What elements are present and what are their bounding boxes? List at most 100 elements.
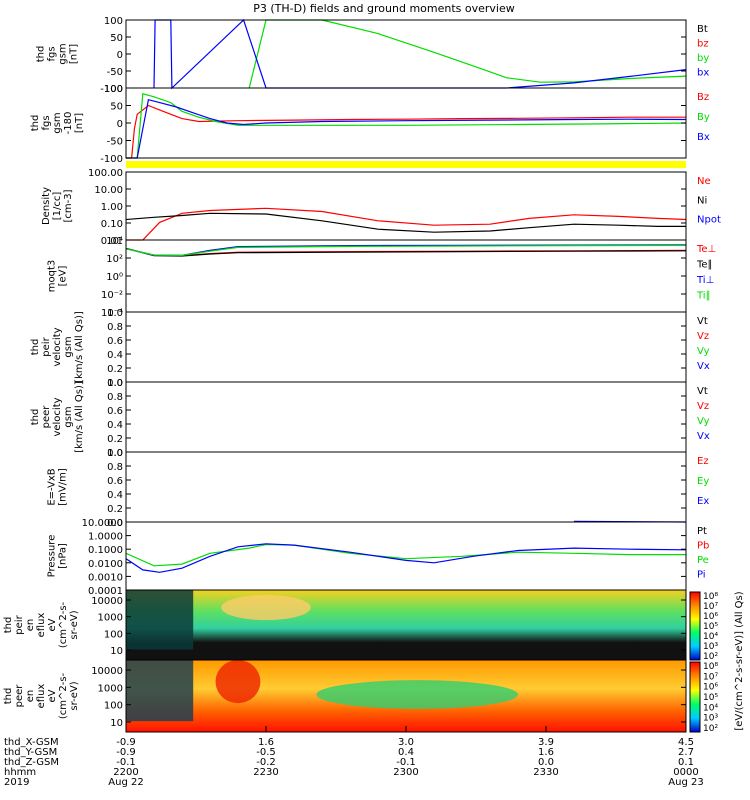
colorbar-tick-label: 10⁷ <box>703 602 718 612</box>
y-tick-label: 10 <box>110 718 123 729</box>
y-tick-label: 1.0 <box>107 308 123 319</box>
legend-Bz: Bz <box>697 92 709 103</box>
ylabel-line: [km/s (All Qs)] <box>74 311 85 383</box>
y-tick-label: 0.8 <box>107 322 123 333</box>
series-Ti∥ <box>125 244 687 257</box>
x-tick-label: 0.1 <box>678 757 694 768</box>
panel-frame <box>125 311 687 383</box>
y-tick-label: 10.00 <box>94 185 123 196</box>
y-tick-label: 1.0 <box>107 448 123 459</box>
x-tick-label: 2230 <box>253 767 278 778</box>
y-tick-label: 50 <box>110 102 123 113</box>
legend-Vt: Vt <box>697 316 708 327</box>
ylabel-line: en <box>25 619 36 632</box>
x-tick-label: 2.7 <box>678 747 694 758</box>
colorbar-bar <box>689 591 701 661</box>
y-tick-label: 50 <box>110 33 123 44</box>
colorbar-tick-label: 10⁵ <box>703 622 718 632</box>
x-row-label: thd_Y-GSM <box>4 747 57 758</box>
colorbar-tick-label: 10⁸ <box>703 592 718 602</box>
y-tick-label: 0.10 <box>101 219 123 230</box>
ylabel-line: [eV] <box>58 266 69 287</box>
colorbar-tick-label: 10³ <box>703 714 718 724</box>
x-tick-label: 3.0 <box>398 737 414 748</box>
ylabel-line: sr-eV) <box>69 681 80 710</box>
legend-Ti∥: Ti∥ <box>696 291 711 302</box>
x-tick-label: 0000 <box>673 767 698 778</box>
series-Pe <box>125 543 686 567</box>
panel-frame <box>125 451 687 523</box>
y-tick-label: 1000 <box>98 613 123 624</box>
y-tick-label: 0.0001 <box>88 586 123 597</box>
colorbar-tick-label: 10⁶ <box>703 683 718 693</box>
y-tick-label: -100 <box>100 154 123 165</box>
series-Pi <box>125 543 687 573</box>
panel-peir_en_eflux: thd peir en eflux eV (cm^2-s-sr-eV) 10000 1000 1… <box>3 589 687 661</box>
y-tick-label: 10⁻⁴ <box>101 308 123 319</box>
legend-Bx: Bx <box>697 132 710 143</box>
y-tick-label: 0.0 <box>107 518 123 529</box>
legend-Ey: Ey <box>697 476 709 487</box>
y-tick-label: 100 <box>104 629 123 640</box>
y-tick-label: 0.6 <box>107 336 123 347</box>
legend-Ez: Ez <box>697 456 709 467</box>
ylabel-line: (cm^2-s- <box>58 672 69 719</box>
legend-Te⊥: Te⊥ <box>696 244 716 255</box>
x-row-label: thd_X-GSM <box>4 737 59 748</box>
ylabel-line: [cm-3] <box>63 189 74 222</box>
y-tick-label: -50 <box>107 137 123 148</box>
heatmap-noise-region <box>126 660 194 722</box>
legend-By: By <box>697 112 710 123</box>
x-row-label: 2019 <box>4 777 29 788</box>
ylabel-line: en <box>25 690 36 703</box>
panel-ylabel: thd peer velocity gsm [km/s (All Qs)] <box>30 381 85 453</box>
x-tick-label: 2330 <box>533 767 558 778</box>
panel-ylabel: Pressure [nPa] <box>47 535 69 578</box>
panel-frame <box>125 171 687 241</box>
ylabel-line: eflux <box>36 684 47 709</box>
x-tick-label: 3.9 <box>538 737 554 748</box>
heatmap-feature <box>215 660 261 704</box>
heatmap-fill <box>126 590 686 660</box>
ylabel-line: [km/s (All Qs)] <box>74 381 85 453</box>
y-tick-label: 0.4 <box>107 350 123 361</box>
ylabel-line: sr-eV) <box>69 610 80 639</box>
panel-ylabel: moqt3 [eV] <box>47 260 69 293</box>
colorbar-tick-label: 10² <box>703 652 718 662</box>
panel-ylabel: Density [1/cc] [cm-3] <box>41 187 74 225</box>
x-tick-label: -0.9 <box>116 737 136 748</box>
panel-density: Density [1/cc] [cm-3] 100.00 10.00 1.00 0.10 0.… <box>41 168 721 247</box>
x-tick-label: -0.5 <box>256 747 276 758</box>
y-tick-label: 0.1000 <box>88 545 123 556</box>
y-tick-label: 1.00 <box>101 202 123 213</box>
ylabel-line: -180 <box>63 112 74 135</box>
y-tick-label: 1.0 <box>107 378 123 389</box>
series-Bx <box>126 98 687 159</box>
legend-Vx: Vx <box>697 361 710 372</box>
colorbar-tick-label: 10⁴ <box>703 703 718 713</box>
series-Ni <box>125 212 686 233</box>
ylabel-line: thd <box>3 688 14 705</box>
colorbar-bar <box>689 661 701 733</box>
legend-Ni: Ni <box>697 195 707 206</box>
ylabel-line: moqt3 <box>47 260 58 293</box>
ylabel-line: fgs <box>47 46 58 61</box>
legend-by: by <box>697 53 709 64</box>
series-Te∥ <box>125 247 687 257</box>
ylabel-line: eflux <box>36 613 47 638</box>
y-tick-label: 100 <box>104 84 123 95</box>
panel-frame <box>125 381 687 453</box>
x-tick-label: 4.5 <box>678 737 694 748</box>
legend-Ex: Ex <box>697 496 709 507</box>
legend-Pi: Pi <box>697 570 706 581</box>
y-tick-label: 0.0010 <box>88 572 123 583</box>
x-tick-label: 1.6 <box>258 737 274 748</box>
panel-pressure: Pressure [nPa] 10.0000 1.0000 0.1000 0.0100 0.… <box>47 518 710 597</box>
x-tick-label: -0.2 <box>256 757 276 768</box>
panel-fgs_gsm: thd fgs gsm [nT] 100 50 0 -50 -100 Bt bz by bx <box>36 16 710 95</box>
legend-Pe: Pe <box>697 555 709 566</box>
colorbar-tick-label: 10⁴ <box>703 632 718 642</box>
y-tick-label: 0.8 <box>107 392 123 403</box>
legend-Bt: Bt <box>697 24 708 35</box>
